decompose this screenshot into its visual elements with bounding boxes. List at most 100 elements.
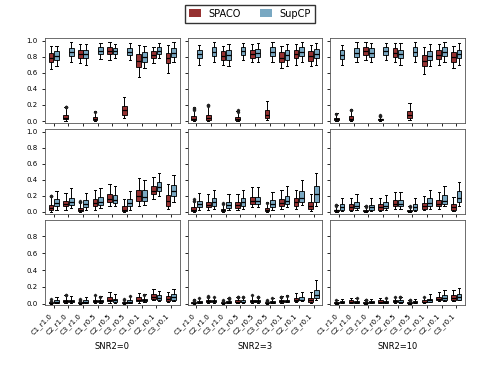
PathPatch shape — [142, 190, 146, 201]
Legend: SPACO, SupCP: SPACO, SupCP — [185, 5, 315, 23]
PathPatch shape — [378, 300, 382, 303]
PathPatch shape — [122, 302, 126, 303]
PathPatch shape — [69, 197, 73, 205]
PathPatch shape — [48, 53, 54, 62]
PathPatch shape — [369, 205, 374, 209]
PathPatch shape — [398, 50, 403, 58]
PathPatch shape — [294, 50, 298, 58]
PathPatch shape — [136, 297, 141, 301]
PathPatch shape — [369, 301, 374, 303]
PathPatch shape — [192, 116, 196, 120]
PathPatch shape — [98, 47, 103, 55]
PathPatch shape — [413, 204, 418, 209]
PathPatch shape — [197, 50, 202, 58]
PathPatch shape — [220, 51, 226, 60]
PathPatch shape — [128, 199, 132, 206]
PathPatch shape — [212, 300, 216, 302]
PathPatch shape — [54, 300, 59, 303]
PathPatch shape — [241, 199, 246, 206]
PathPatch shape — [334, 118, 338, 120]
PathPatch shape — [226, 202, 231, 208]
PathPatch shape — [442, 195, 446, 204]
PathPatch shape — [142, 299, 146, 301]
PathPatch shape — [398, 200, 403, 206]
PathPatch shape — [294, 298, 298, 301]
PathPatch shape — [107, 297, 112, 301]
PathPatch shape — [256, 197, 260, 204]
PathPatch shape — [442, 295, 446, 300]
PathPatch shape — [54, 199, 59, 206]
PathPatch shape — [378, 118, 382, 120]
PathPatch shape — [279, 199, 284, 206]
PathPatch shape — [436, 297, 441, 300]
PathPatch shape — [308, 51, 313, 61]
PathPatch shape — [241, 47, 246, 55]
PathPatch shape — [92, 199, 97, 206]
PathPatch shape — [156, 182, 162, 191]
PathPatch shape — [235, 202, 240, 208]
PathPatch shape — [264, 302, 269, 303]
PathPatch shape — [112, 299, 117, 302]
PathPatch shape — [78, 208, 82, 211]
PathPatch shape — [235, 117, 240, 120]
PathPatch shape — [250, 300, 254, 302]
X-axis label: SNR2=0: SNR2=0 — [95, 341, 130, 350]
PathPatch shape — [442, 47, 446, 56]
PathPatch shape — [300, 191, 304, 202]
PathPatch shape — [270, 200, 275, 207]
PathPatch shape — [264, 208, 269, 211]
PathPatch shape — [64, 201, 68, 206]
PathPatch shape — [422, 203, 426, 209]
PathPatch shape — [220, 209, 226, 211]
PathPatch shape — [428, 299, 432, 302]
PathPatch shape — [69, 300, 73, 302]
PathPatch shape — [284, 50, 290, 60]
PathPatch shape — [451, 295, 456, 300]
PathPatch shape — [197, 301, 202, 303]
PathPatch shape — [340, 204, 344, 209]
PathPatch shape — [348, 204, 354, 209]
PathPatch shape — [364, 209, 368, 211]
PathPatch shape — [226, 301, 231, 303]
PathPatch shape — [354, 301, 359, 303]
PathPatch shape — [151, 51, 156, 58]
PathPatch shape — [451, 204, 456, 209]
PathPatch shape — [284, 196, 290, 204]
PathPatch shape — [407, 209, 412, 211]
PathPatch shape — [206, 300, 210, 302]
PathPatch shape — [384, 47, 388, 55]
PathPatch shape — [264, 110, 269, 118]
PathPatch shape — [136, 190, 141, 201]
PathPatch shape — [92, 117, 97, 120]
PathPatch shape — [256, 300, 260, 302]
PathPatch shape — [64, 115, 68, 120]
PathPatch shape — [392, 300, 398, 302]
PathPatch shape — [428, 51, 432, 60]
PathPatch shape — [314, 186, 318, 202]
PathPatch shape — [197, 201, 202, 207]
PathPatch shape — [112, 48, 117, 54]
PathPatch shape — [314, 290, 318, 298]
PathPatch shape — [166, 53, 170, 63]
PathPatch shape — [212, 47, 216, 56]
PathPatch shape — [128, 300, 132, 303]
PathPatch shape — [206, 115, 210, 120]
PathPatch shape — [369, 48, 374, 57]
PathPatch shape — [413, 47, 418, 56]
PathPatch shape — [151, 294, 156, 299]
PathPatch shape — [348, 300, 354, 303]
PathPatch shape — [250, 197, 254, 204]
PathPatch shape — [226, 50, 231, 60]
PathPatch shape — [279, 300, 284, 302]
PathPatch shape — [192, 302, 196, 303]
PathPatch shape — [348, 116, 354, 120]
PathPatch shape — [340, 301, 344, 303]
PathPatch shape — [241, 300, 246, 302]
PathPatch shape — [407, 302, 412, 303]
PathPatch shape — [220, 302, 226, 303]
PathPatch shape — [436, 200, 441, 206]
PathPatch shape — [428, 199, 432, 206]
PathPatch shape — [451, 52, 456, 62]
PathPatch shape — [422, 55, 426, 67]
PathPatch shape — [284, 300, 290, 302]
